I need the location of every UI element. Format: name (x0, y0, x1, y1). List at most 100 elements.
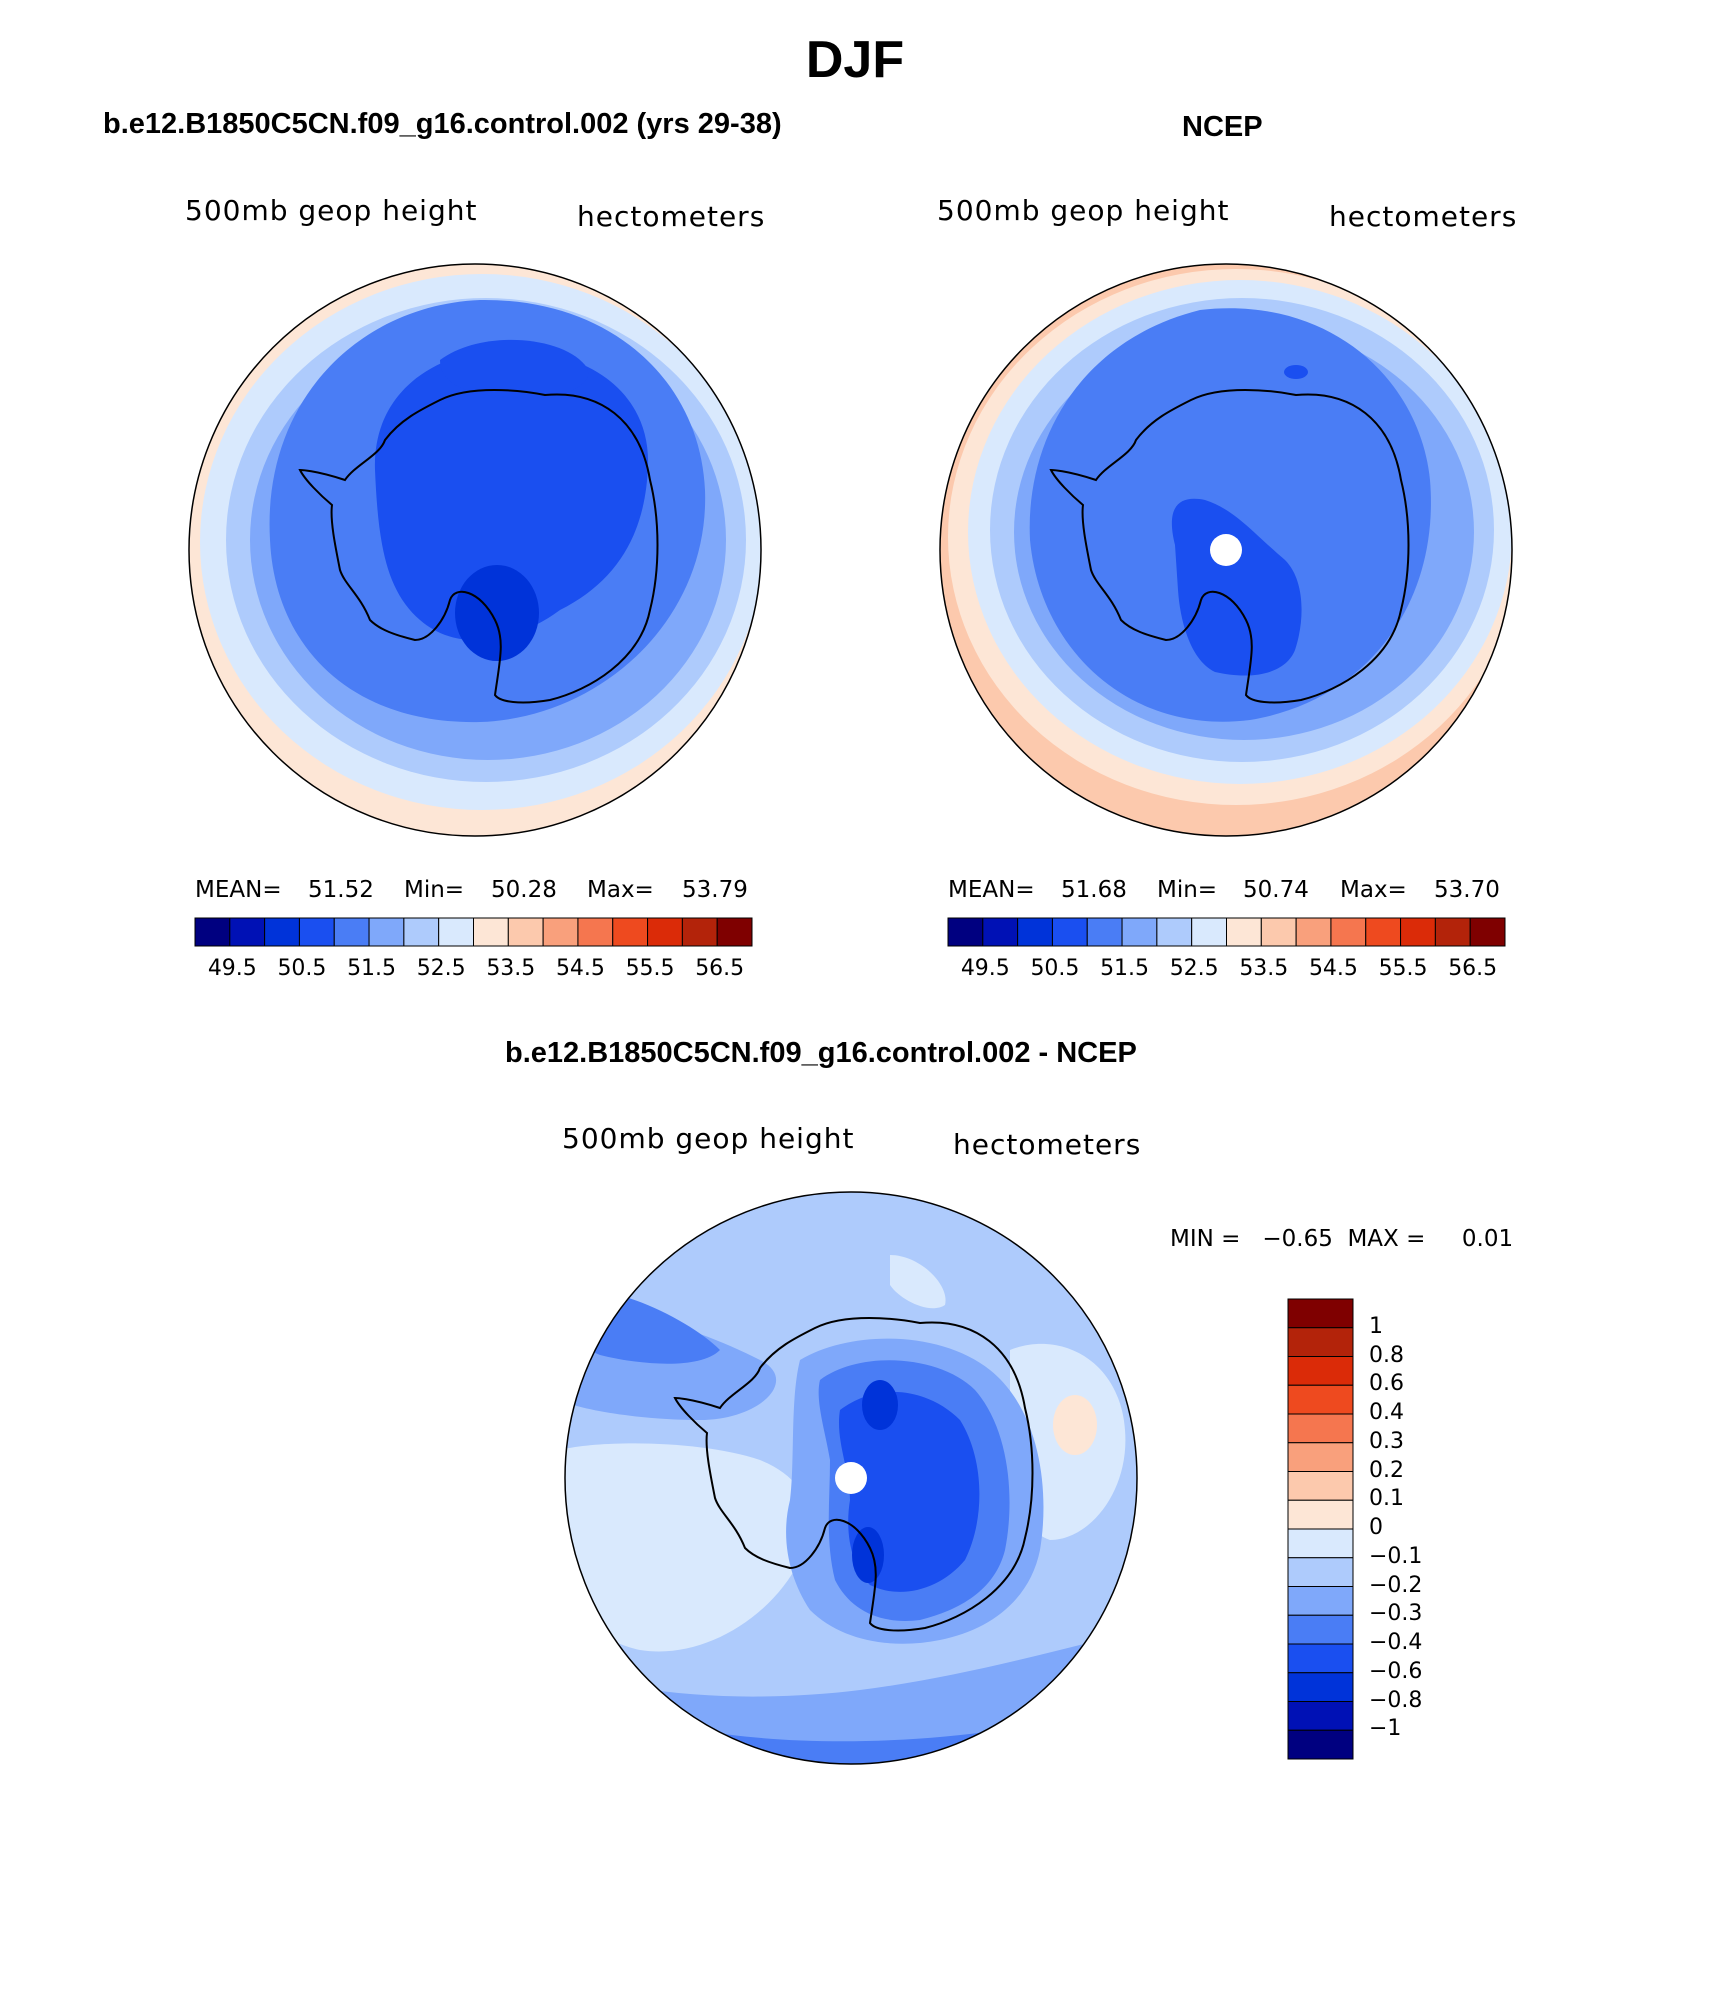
model-colorbar-tick: 51.5 (347, 956, 397, 981)
colorbar-swatch (403, 917, 440, 947)
diff-colorbar-tick: 0 (1369, 1515, 1383, 1540)
diff-variable-label: 500mb geop height (562, 1122, 855, 1155)
colorbar-swatch (1287, 1298, 1354, 1329)
colorbar-swatch (1121, 917, 1158, 947)
colorbar-swatch (1287, 1672, 1354, 1702)
obs-min-value: 50.74 (1243, 877, 1309, 903)
colorbar-swatch (264, 917, 300, 947)
model-colorbar-tick: 54.5 (555, 956, 605, 981)
obs-colorbar-tick: 53.5 (1239, 956, 1289, 981)
colorbar-swatch (1287, 1499, 1354, 1530)
obs-mean-label: MEAN= (948, 877, 1035, 903)
obs-max-value: 53.70 (1434, 877, 1500, 903)
obs-colorbar-tick: 50.5 (1030, 956, 1080, 981)
diff-colorbar-tick: −0.4 (1369, 1630, 1423, 1655)
diff-colorbar-tick: 0.1 (1369, 1486, 1404, 1512)
model-max-label: Max= (587, 877, 654, 903)
obs-colorbar-tick: 55.5 (1378, 956, 1428, 981)
colorbar-swatch (1287, 1586, 1354, 1616)
colorbar-swatch (681, 917, 718, 947)
colorbar-swatch (1287, 1528, 1354, 1559)
obs-max-label: Max= (1340, 877, 1407, 903)
colorbar-swatch (1434, 917, 1471, 947)
colorbar-swatch (1287, 1471, 1354, 1501)
diff-colorbar-tick: −0.2 (1369, 1572, 1423, 1598)
colorbar-swatch (368, 917, 405, 947)
colorbar-swatch (1226, 917, 1262, 947)
diff-colorbar-tick: 0.4 (1369, 1400, 1404, 1425)
model-colorbar-tick: 56.5 (695, 956, 745, 981)
colorbar-swatch (1287, 1442, 1354, 1472)
colorbar-swatch (333, 917, 370, 947)
model-variable-label: 500mb geop height (185, 194, 478, 227)
colorbar-swatch (1287, 1413, 1354, 1444)
colorbar-swatch (1400, 917, 1436, 947)
colorbar-swatch (1287, 1327, 1354, 1357)
diff-colorbar-tick: 0.6 (1369, 1371, 1404, 1397)
colorbar-swatch (507, 917, 544, 947)
colorbar-swatch (473, 917, 509, 947)
diff-colorbar-tick: 0.3 (1369, 1428, 1404, 1454)
diff-panel-title: b.e12.B1850C5CN.f09_g16.control.002 - NC… (505, 1037, 1137, 1069)
colorbar-swatch (716, 917, 753, 947)
diff-colorbar-tick: −0.6 (1369, 1658, 1423, 1684)
model-colorbar-tick: 50.5 (277, 956, 327, 981)
colorbar-swatch (1287, 1557, 1354, 1587)
colorbar-swatch (647, 917, 683, 947)
model-colorbar-tick: 52.5 (416, 956, 466, 981)
model-mean-label: MEAN= (195, 877, 282, 903)
colorbar-swatch (1365, 917, 1402, 947)
diff-colorbar-tick: −0.1 (1369, 1543, 1423, 1569)
main-title: DJF (805, 31, 905, 89)
diff-colorbar-tick: −1 (1369, 1716, 1402, 1742)
colorbar-swatch (612, 917, 649, 947)
colorbar-swatch (1156, 917, 1193, 947)
colorbar-swatch (1287, 1384, 1354, 1415)
obs-colorbar-tick: 56.5 (1448, 956, 1498, 981)
diff-colorbar-tick: 0.8 (1369, 1342, 1404, 1368)
colorbar-swatch (1287, 1729, 1354, 1760)
obs-colorbar-tick: 49.5 (960, 956, 1010, 981)
diff-colorbar (1287, 1298, 1354, 1760)
colorbar-swatch (1295, 917, 1332, 947)
model-colorbar-tick: 53.5 (486, 956, 536, 981)
obs-colorbar-tick: 54.5 (1308, 956, 1358, 981)
obs-colorbar (947, 917, 1506, 947)
colorbar-swatch (298, 917, 335, 947)
diff-min-max: MIN = −0.65 MAX = 0.01 (1170, 1226, 1514, 1252)
obs-mean-value: 51.68 (1061, 877, 1127, 903)
model-units-label: hectometers (577, 200, 766, 233)
colorbar-swatch (1287, 1701, 1354, 1731)
obs-colorbar-tick: 52.5 (1169, 956, 1219, 981)
colorbar-swatch (1287, 1643, 1354, 1674)
model-max-value: 53.79 (682, 877, 748, 903)
diff-colorbar-tick: 1 (1369, 1313, 1383, 1339)
colorbar-swatch (542, 917, 579, 947)
diff-colorbar-tick: −0.8 (1369, 1687, 1423, 1713)
obs-units-label: hectometers (1329, 200, 1518, 233)
diff-units-label: hectometers (953, 1128, 1142, 1161)
model-colorbar-tick: 55.5 (625, 956, 675, 981)
model-min-label: Min= (404, 877, 465, 903)
obs-min-label: Min= (1157, 877, 1218, 903)
obs-colorbar-tick: 51.5 (1100, 956, 1150, 981)
model-colorbar (194, 917, 753, 947)
colorbar-swatch (1287, 1614, 1354, 1645)
obs-panel-title: NCEP (1182, 111, 1263, 143)
colorbar-swatch (1260, 917, 1297, 947)
colorbar-swatch (1287, 1356, 1354, 1386)
model-panel-title: b.e12.B1850C5CN.f09_g16.control.002 (yrs… (103, 108, 782, 140)
model-min-value: 50.28 (491, 877, 557, 903)
colorbar-swatch (194, 917, 231, 947)
colorbar-swatch (1469, 917, 1506, 947)
colorbar-swatch (438, 917, 474, 947)
diff-colorbar-tick: 0.2 (1369, 1457, 1404, 1483)
model-colorbar-tick: 49.5 (207, 956, 257, 981)
colorbar-swatch (577, 917, 614, 947)
colorbar-swatch (1086, 917, 1123, 947)
diff-colorbar-tick: −0.3 (1369, 1601, 1423, 1627)
model-mean-value: 51.52 (308, 877, 374, 903)
